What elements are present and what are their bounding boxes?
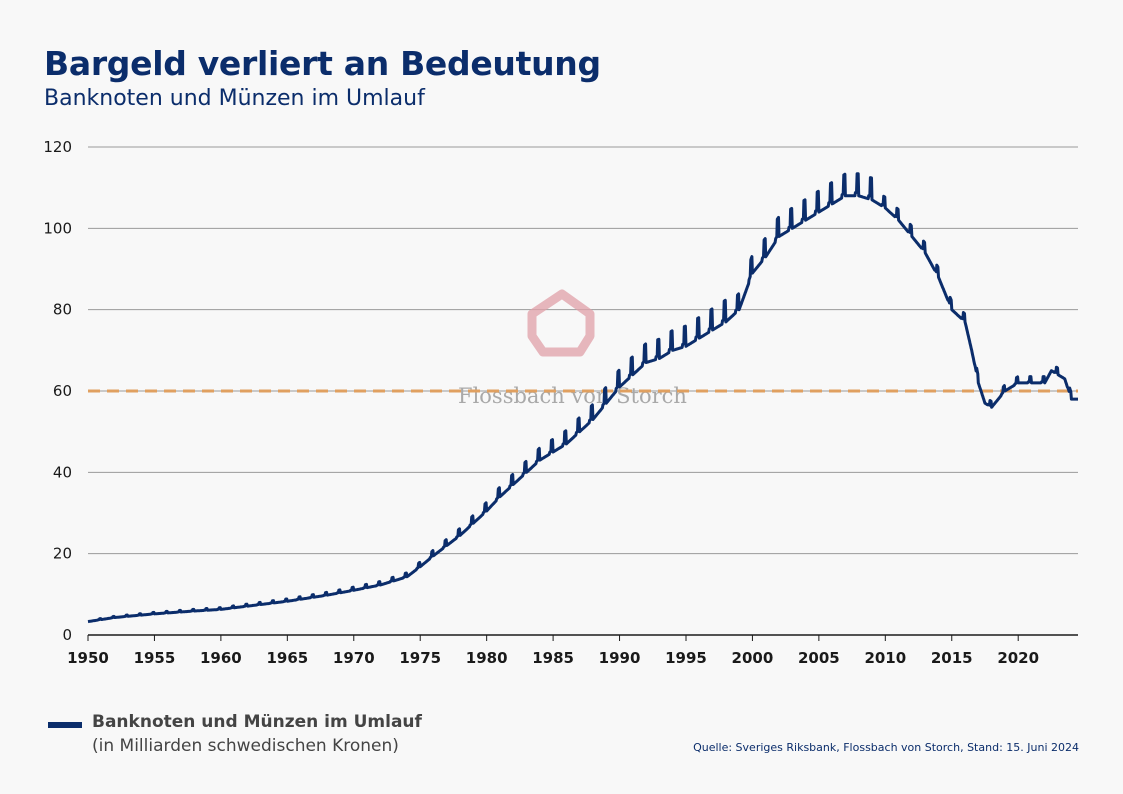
x-tick-label: 2000: [732, 649, 774, 667]
y-tick-label: 60: [53, 382, 72, 400]
y-tick-label: 20: [53, 545, 72, 563]
x-tick-label: 1985: [532, 649, 574, 667]
legend-unit: (in Milliarden schwedischen Kronen): [92, 736, 399, 756]
y-axis: 0 20 40 60 80 100 120: [43, 138, 72, 644]
x-tick-label: 1960: [200, 649, 242, 667]
y-tick-label: 120: [43, 138, 72, 156]
x-tick-label: 1950: [67, 649, 109, 667]
x-tick-label: 2020: [997, 649, 1039, 667]
chart-subtitle: Banknoten und Münzen im Umlauf: [44, 86, 425, 111]
line-chart: 0 20 40 60 80 100 120 1950 1955 1960 1965 1970 1975…: [43, 138, 1079, 667]
x-tick-label: 1970: [333, 649, 375, 667]
x-tick-label: 1980: [466, 649, 508, 667]
x-tick-label: 1995: [665, 649, 707, 667]
x-tick-label: 1955: [134, 649, 176, 667]
y-tick-label: 40: [53, 463, 72, 481]
x-axis: 1950 1955 1960 1965 1970 1975 1980 1985 1990 1995…: [67, 634, 1078, 667]
y-tick-label: 0: [62, 626, 72, 644]
x-tick-label: 2005: [798, 649, 840, 667]
watermark-text: Flossbach von Storch: [458, 384, 687, 408]
watermark-logo-icon: [527, 289, 595, 357]
y-tick-label: 80: [53, 301, 72, 319]
x-tick-label: 1975: [399, 649, 441, 667]
y-tick-label: 100: [43, 219, 72, 237]
x-tick-label: 2010: [864, 649, 906, 667]
source-note: Quelle: Sveriges Riksbank, Flossbach von…: [693, 741, 1079, 754]
legend-label: Banknoten und Münzen im Umlauf: [92, 712, 422, 732]
series-line-bargeld: [87, 172, 1079, 624]
x-tick-label: 2015: [931, 649, 973, 667]
chart-title: Bargeld verliert an Bedeutung: [44, 44, 601, 83]
legend-swatch: [48, 722, 82, 728]
x-tick-label: 1965: [266, 649, 308, 667]
x-tick-label: 1990: [599, 649, 641, 667]
watermark: Flossbach von Storch: [458, 289, 687, 408]
